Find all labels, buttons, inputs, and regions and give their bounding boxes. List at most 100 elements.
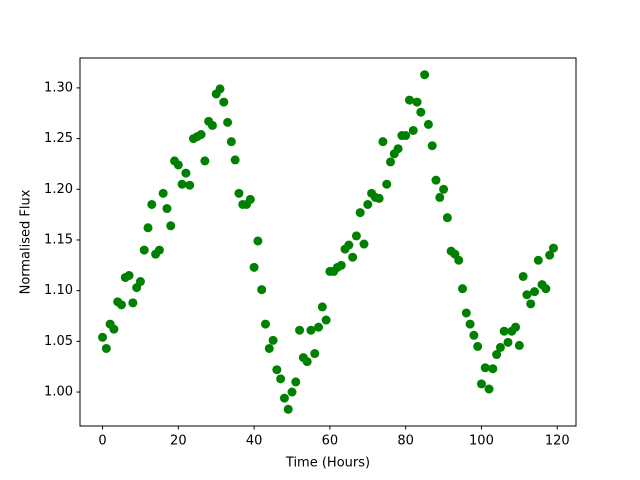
point bbox=[279, 393, 289, 403]
point bbox=[124, 270, 134, 280]
point bbox=[207, 120, 217, 130]
point bbox=[420, 70, 430, 80]
point bbox=[181, 168, 191, 178]
point bbox=[295, 325, 305, 335]
point bbox=[257, 285, 267, 295]
point bbox=[234, 188, 244, 198]
point bbox=[442, 213, 452, 223]
y-tick-label: 1.00 bbox=[44, 385, 73, 400]
point bbox=[348, 252, 358, 262]
point bbox=[526, 299, 536, 309]
point bbox=[272, 365, 282, 375]
point bbox=[401, 131, 411, 141]
point bbox=[196, 130, 206, 140]
point bbox=[283, 404, 293, 414]
plot-area bbox=[80, 58, 576, 426]
point bbox=[355, 208, 365, 218]
point bbox=[351, 231, 361, 241]
point bbox=[321, 315, 331, 325]
point bbox=[495, 342, 505, 352]
x-tick-label: 100 bbox=[469, 434, 494, 449]
point bbox=[276, 374, 286, 384]
point bbox=[314, 322, 324, 332]
point bbox=[518, 271, 528, 281]
point bbox=[480, 363, 490, 373]
point bbox=[488, 364, 498, 374]
y-axis-label: Normalised Flux bbox=[19, 189, 34, 294]
point bbox=[215, 84, 225, 94]
point bbox=[230, 155, 240, 165]
point bbox=[219, 97, 229, 107]
point bbox=[423, 119, 433, 129]
x-tick-label: 120 bbox=[545, 434, 570, 449]
point bbox=[98, 332, 108, 342]
point bbox=[260, 319, 270, 329]
point bbox=[530, 287, 540, 297]
point bbox=[344, 240, 354, 250]
x-tick-label: 40 bbox=[246, 434, 263, 449]
y-tick-label: 1.20 bbox=[44, 182, 73, 197]
point bbox=[461, 308, 471, 318]
point bbox=[393, 144, 403, 154]
point bbox=[310, 349, 320, 359]
point bbox=[177, 179, 187, 189]
point bbox=[363, 199, 373, 209]
point bbox=[253, 236, 263, 246]
point bbox=[374, 193, 384, 203]
x-tick-label: 0 bbox=[98, 434, 106, 449]
point bbox=[147, 199, 157, 209]
point bbox=[128, 298, 138, 308]
point bbox=[514, 340, 524, 350]
point bbox=[268, 335, 278, 345]
point bbox=[492, 350, 502, 360]
point bbox=[287, 387, 297, 397]
point bbox=[439, 184, 449, 194]
point bbox=[317, 302, 327, 312]
point bbox=[416, 107, 426, 117]
point bbox=[545, 250, 555, 260]
y-tick-label: 1.15 bbox=[44, 232, 73, 247]
point bbox=[503, 337, 513, 347]
point bbox=[522, 290, 532, 300]
point bbox=[116, 300, 126, 310]
point bbox=[431, 175, 441, 185]
point bbox=[154, 245, 164, 255]
y-tick-label: 1.10 bbox=[44, 283, 73, 298]
point bbox=[412, 97, 422, 107]
point bbox=[473, 341, 483, 351]
point bbox=[291, 377, 301, 387]
point bbox=[101, 343, 111, 353]
point bbox=[264, 343, 274, 353]
y-tick-label: 1.05 bbox=[44, 334, 73, 349]
point bbox=[386, 157, 396, 167]
y-tick-label: 1.25 bbox=[44, 131, 73, 146]
x-tick-label: 60 bbox=[322, 434, 339, 449]
point bbox=[306, 325, 316, 335]
point bbox=[548, 243, 558, 253]
point bbox=[533, 255, 543, 265]
point bbox=[139, 245, 149, 255]
point bbox=[200, 156, 210, 166]
point bbox=[404, 95, 414, 105]
point bbox=[226, 137, 236, 147]
x-tick-label: 20 bbox=[170, 434, 187, 449]
point bbox=[511, 322, 521, 332]
point bbox=[484, 384, 494, 394]
point bbox=[408, 125, 418, 135]
point bbox=[109, 324, 119, 334]
y-tick-label: 1.30 bbox=[44, 80, 73, 95]
point bbox=[143, 223, 153, 233]
point bbox=[249, 262, 259, 272]
point bbox=[476, 379, 486, 389]
point bbox=[427, 141, 437, 151]
point bbox=[382, 179, 392, 189]
axes-frame bbox=[79, 57, 577, 427]
point bbox=[166, 221, 176, 231]
point bbox=[245, 194, 255, 204]
point bbox=[158, 188, 168, 198]
point bbox=[336, 260, 346, 270]
point bbox=[173, 160, 183, 170]
x-tick-label: 80 bbox=[397, 434, 414, 449]
point bbox=[223, 117, 233, 127]
